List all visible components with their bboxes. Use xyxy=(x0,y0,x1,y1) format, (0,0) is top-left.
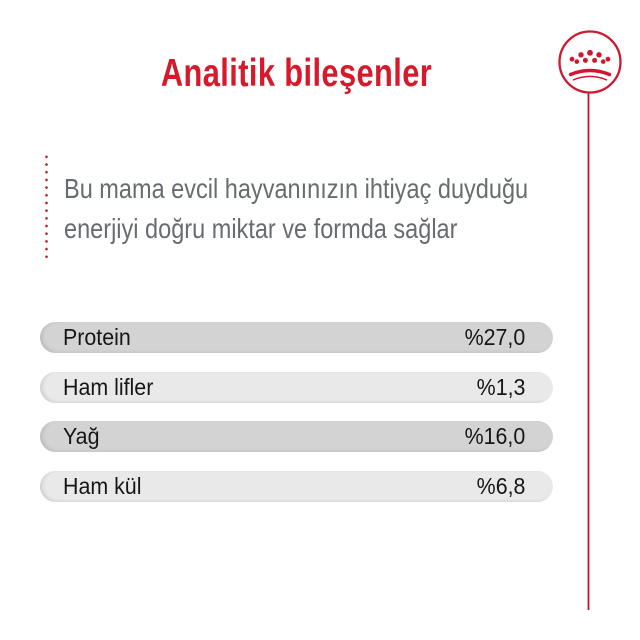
page-title-wrap: Analitik bileşenler xyxy=(40,52,553,96)
row-value: %6,8 xyxy=(476,472,525,499)
page-title: Analitik bileşenler xyxy=(160,52,433,95)
composition-row-ham-kul: Ham kül %6,8 xyxy=(40,470,553,502)
row-value: %16,0 xyxy=(464,423,525,449)
description-line-1: Bu mama evcil hayvanınızın ihtiyaç duydu… xyxy=(64,173,529,204)
description: Bu mama evcil hayvanınızın ihtiyaç duydu… xyxy=(64,169,528,249)
composition-row-ham-lifler: Ham lifler %1,3 xyxy=(40,371,553,403)
composition-list: Protein %27,0 Ham lifler %1,3 Yağ %16,0 … xyxy=(40,322,553,520)
composition-row-yag: Yağ %16,0 xyxy=(40,421,553,452)
row-label: Protein xyxy=(63,324,131,350)
description-line-2: enerjiyi doğru miktar ve formda sağlar xyxy=(64,213,458,244)
dotted-accent-line xyxy=(45,153,48,261)
row-value: %1,3 xyxy=(476,373,525,400)
royal-canin-crown-icon xyxy=(558,30,622,610)
composition-row-protein: Protein %27,0 xyxy=(40,322,553,353)
row-label: Ham lifler xyxy=(63,373,154,400)
row-label: Yağ xyxy=(63,423,100,449)
row-value: %27,0 xyxy=(464,324,525,350)
row-label: Ham kül xyxy=(63,472,142,499)
